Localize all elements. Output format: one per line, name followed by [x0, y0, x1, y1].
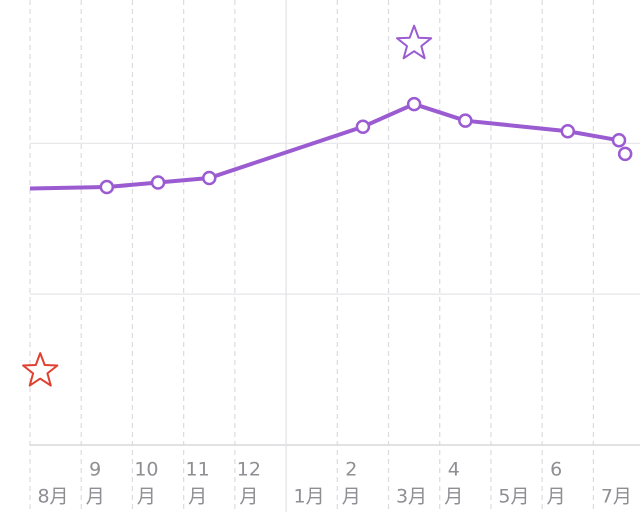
x-tick-label: 月 — [86, 486, 105, 508]
x-tick-label: 9 — [89, 459, 101, 481]
x-tick-label: 月 — [444, 486, 463, 508]
x-tick-label: 月 — [239, 486, 258, 508]
point — [150, 175, 166, 190]
point — [202, 170, 217, 186]
x-tick-label: 10 — [134, 459, 158, 481]
x-tick-label: 5月 — [498, 486, 529, 508]
x-tick-label: 月 — [188, 486, 207, 508]
x-tick-label: 7月 — [601, 486, 632, 508]
line — [29, 102, 620, 191]
point — [611, 133, 627, 148]
x-tick-label: 8月 — [37, 486, 68, 508]
point — [99, 179, 115, 195]
x-tick-label: 2 — [345, 459, 357, 481]
x-tick-label: 1月 — [294, 486, 325, 508]
x-tick-label: 月 — [137, 486, 156, 508]
point — [355, 119, 371, 134]
x-tick-label: 3月 — [396, 486, 427, 508]
x-tick-label: 12 — [237, 459, 261, 481]
star — [22, 352, 59, 387]
point — [617, 146, 633, 162]
x-tick-label: 11 — [186, 459, 210, 481]
point — [458, 113, 473, 128]
star — [396, 24, 433, 60]
point — [560, 123, 576, 139]
x-tick-label: 月 — [547, 486, 566, 508]
x-tick-label: 月 — [342, 486, 361, 508]
x-tick-label: 6 — [550, 459, 562, 481]
point — [406, 96, 422, 112]
x-tick-label: 4 — [448, 459, 460, 481]
